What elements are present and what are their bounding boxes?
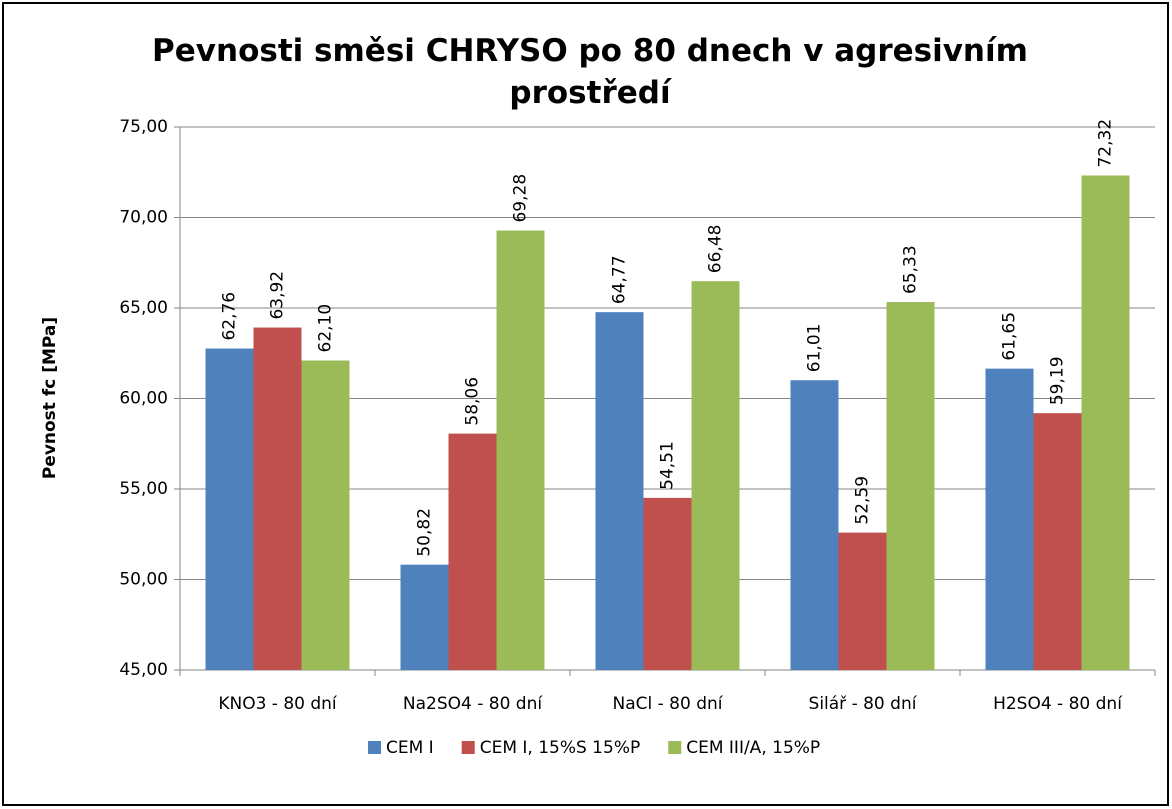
data-label: 72,32 bbox=[1096, 119, 1116, 168]
legend-swatch bbox=[368, 741, 381, 754]
data-label: 58,06 bbox=[463, 377, 483, 426]
x-tick-label: H2SO4 - 80 dní bbox=[993, 694, 1123, 714]
bar bbox=[886, 302, 935, 670]
bar bbox=[301, 360, 350, 670]
data-label: 64,77 bbox=[610, 255, 630, 304]
bar bbox=[253, 327, 302, 670]
bar bbox=[985, 368, 1034, 670]
bar bbox=[790, 380, 839, 670]
bar bbox=[496, 230, 545, 671]
legend-label: CEM III/A, 15%P bbox=[686, 738, 820, 758]
bar bbox=[643, 497, 692, 670]
bar bbox=[1081, 175, 1130, 670]
x-tick-label: Na2SO4 - 80 dní bbox=[403, 694, 543, 714]
legend-swatch bbox=[668, 741, 682, 754]
y-tick-label: 45,00 bbox=[119, 660, 168, 680]
bar bbox=[595, 312, 644, 670]
legend-label: CEM I bbox=[386, 738, 434, 758]
data-label: 61,65 bbox=[1000, 312, 1020, 361]
y-tick-label: 60,00 bbox=[119, 389, 168, 409]
y-axis-label: Pevnost fc [MPa] bbox=[40, 317, 60, 479]
x-tick-label: Silář - 80 dní bbox=[809, 694, 918, 714]
y-tick-label: 65,00 bbox=[119, 298, 168, 318]
data-label: 63,92 bbox=[268, 271, 288, 320]
data-label: 65,33 bbox=[901, 245, 921, 294]
data-label: 62,76 bbox=[220, 292, 240, 341]
y-tick-label: 75,00 bbox=[119, 117, 168, 137]
data-label: 54,51 bbox=[658, 441, 678, 490]
data-label: 50,82 bbox=[415, 508, 435, 557]
y-tick-label: 55,00 bbox=[119, 479, 168, 499]
bar bbox=[1033, 413, 1082, 670]
bar bbox=[448, 433, 497, 670]
data-label: 69,28 bbox=[511, 174, 531, 223]
data-label: 66,48 bbox=[706, 225, 726, 274]
legend-label: CEM I, 15%S 15%P bbox=[480, 738, 641, 758]
bar bbox=[205, 348, 254, 670]
x-tick-label: NaCl - 80 dní bbox=[613, 694, 724, 714]
y-tick-label: 50,00 bbox=[119, 570, 168, 590]
chart-title: Pevnosti směsi CHRYSO po 80 dnech v agre… bbox=[152, 33, 1028, 111]
legend-swatch bbox=[461, 741, 475, 754]
data-label: 59,19 bbox=[1048, 356, 1068, 405]
bar bbox=[838, 532, 887, 670]
data-label: 52,59 bbox=[853, 476, 873, 525]
data-label: 62,10 bbox=[316, 304, 336, 353]
bar bbox=[691, 281, 740, 670]
x-tick-label: KNO3 - 80 dní bbox=[218, 694, 338, 714]
y-tick-label: 70,00 bbox=[119, 208, 168, 228]
data-label: 61,01 bbox=[805, 324, 825, 373]
bar bbox=[400, 564, 449, 670]
